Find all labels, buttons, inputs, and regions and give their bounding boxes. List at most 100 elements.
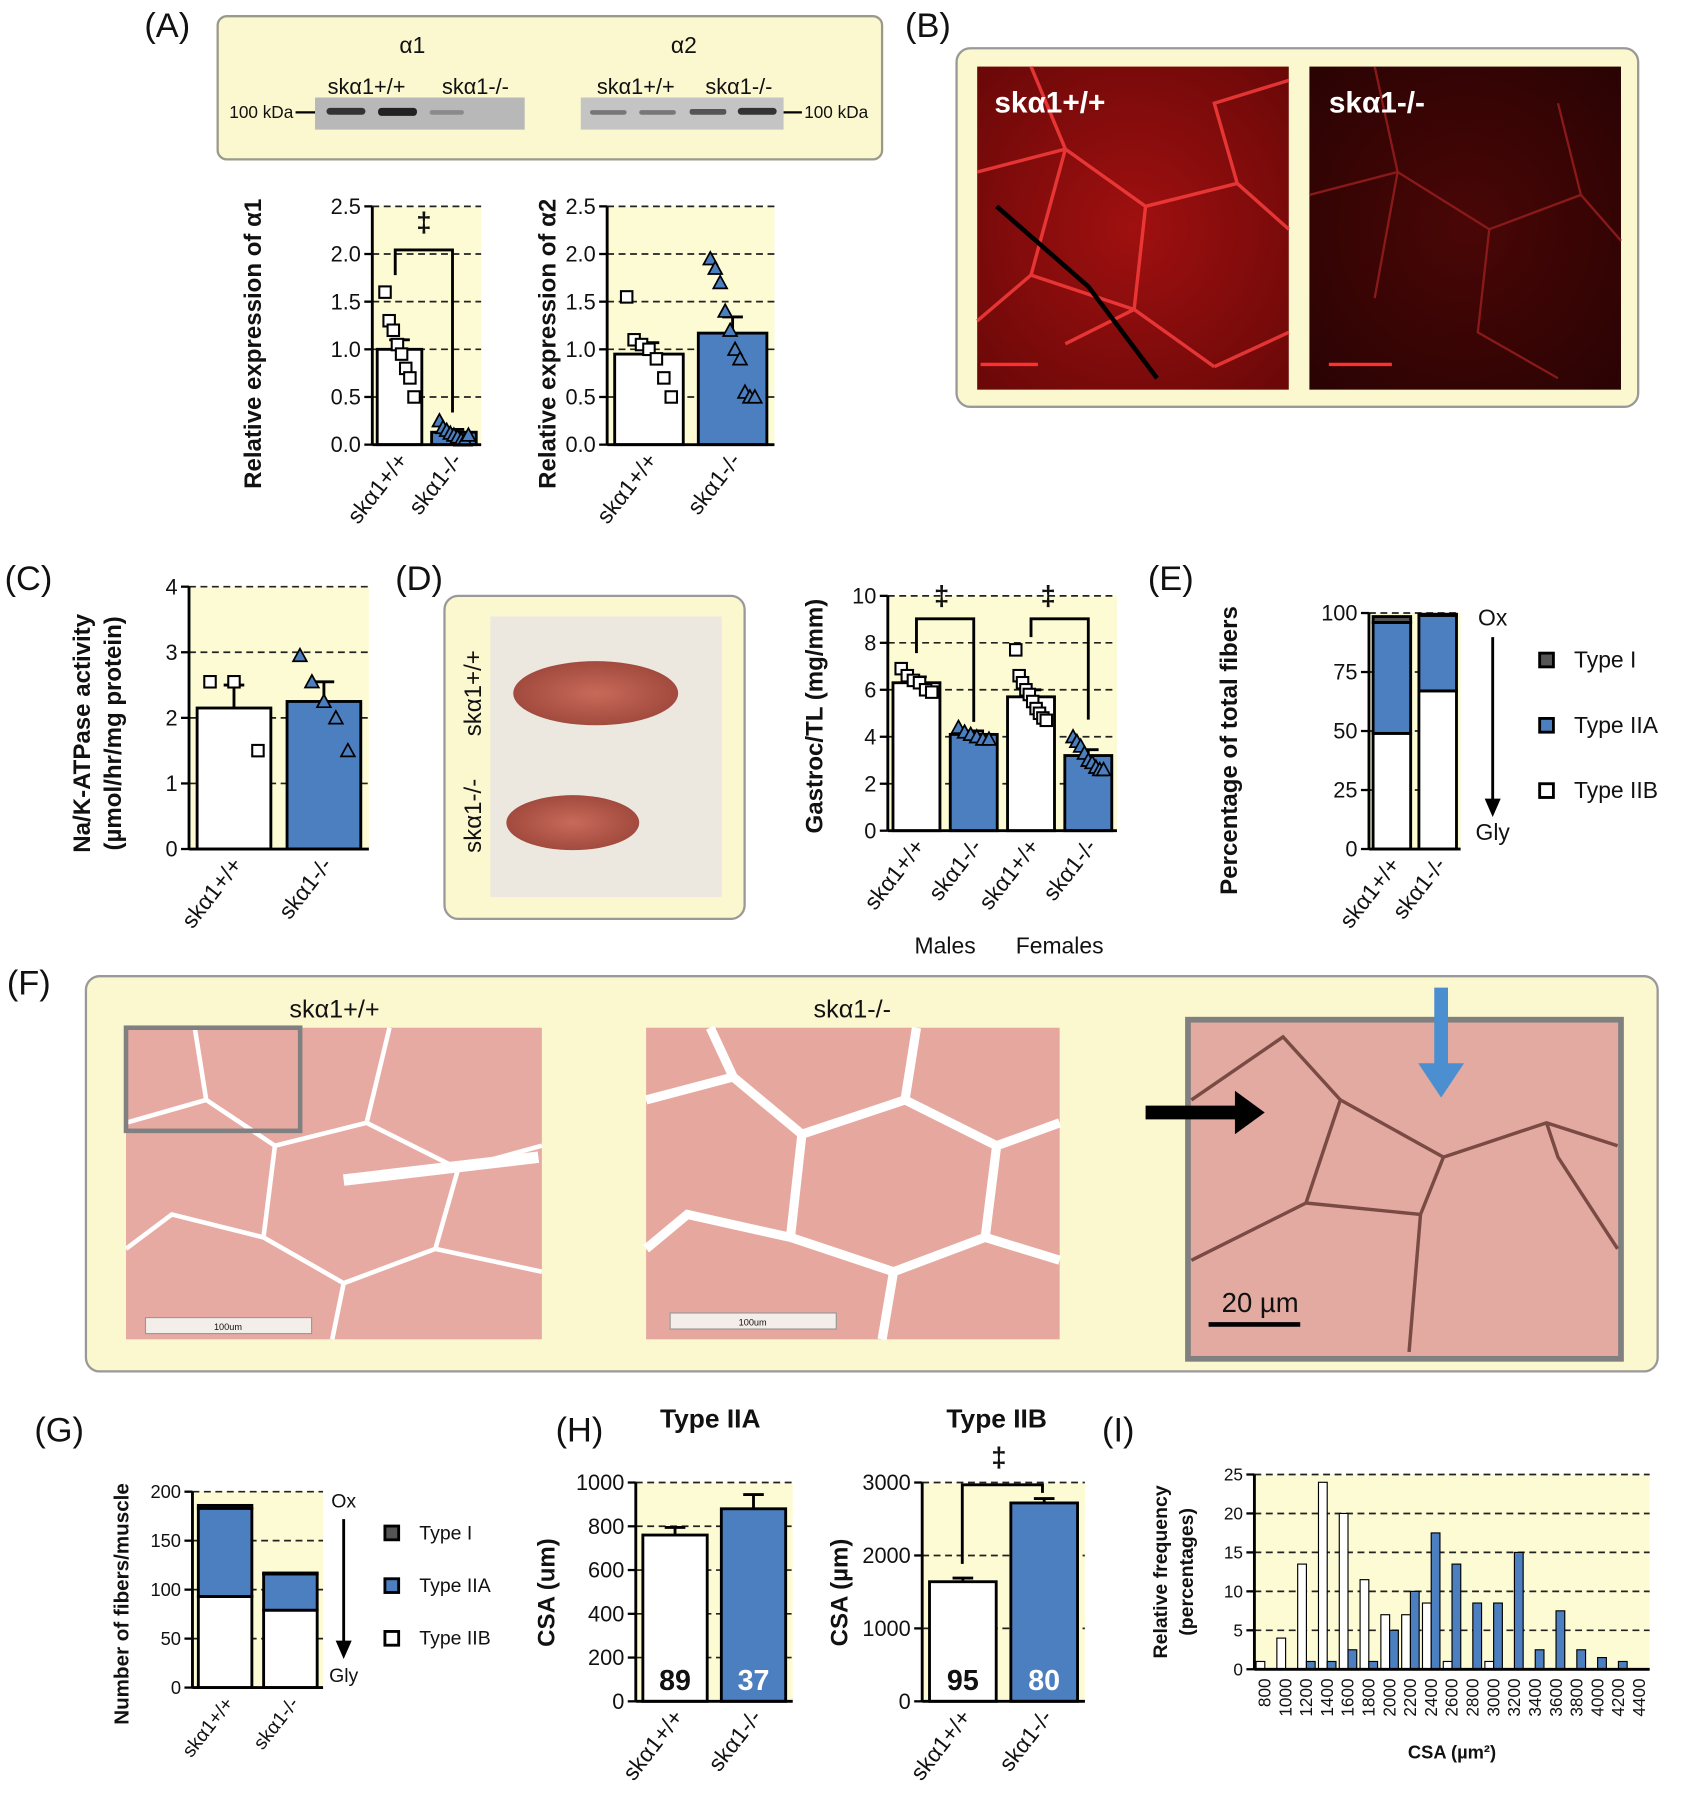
blot-box <box>216 15 884 161</box>
bar <box>1389 1629 1399 1670</box>
y-tick-label: 1 <box>165 771 177 796</box>
micrograph <box>977 66 1289 390</box>
legend-swatch <box>383 1524 401 1542</box>
panel-label: (A) <box>144 7 190 45</box>
y-tick-label: 25 <box>1333 778 1357 803</box>
fiber-boundary <box>643 1025 1062 1341</box>
data-point <box>706 259 724 275</box>
bar-segment <box>262 1571 319 1576</box>
micrographs: skα1+/+ skα1-/- <box>955 47 1640 408</box>
annotation: Ox <box>1478 605 1508 631</box>
y-tick-label: 20 <box>1224 1503 1243 1523</box>
scale-label: 100um <box>739 1318 767 1328</box>
band <box>589 110 627 115</box>
y-tick-label: 1.5 <box>565 289 595 314</box>
micrograph <box>646 1027 1060 1340</box>
arrow-head <box>1234 1090 1265 1135</box>
data-point <box>649 352 664 366</box>
bar <box>1347 1649 1358 1670</box>
data-point <box>924 685 939 699</box>
panel-label: (B) <box>905 7 951 45</box>
blot-title: α1 <box>399 32 425 58</box>
y-tick-label: 100 <box>1321 601 1357 626</box>
x-tick-label: skα1+/+ <box>859 834 930 915</box>
inset-box <box>123 1025 303 1134</box>
y-tick-label: 800 <box>588 1514 624 1539</box>
y-tick-label: 2.0 <box>565 242 595 267</box>
bar <box>1359 1579 1370 1670</box>
bar <box>1401 1614 1411 1670</box>
fiber-outline <box>1309 66 1622 380</box>
chart-title: Type IIA <box>660 1404 760 1434</box>
y-tick-label: 3000 <box>862 1470 910 1495</box>
significance-label: ‡ <box>991 1441 1006 1472</box>
photo-label: skα1-/- <box>460 779 487 853</box>
x-tick-label: 4400 <box>1629 1678 1649 1716</box>
y-axis-label: CSA (um) <box>533 1538 560 1647</box>
marker-label: 100 kDa <box>804 102 868 122</box>
y-tick-label: 75 <box>1333 660 1357 685</box>
muscle <box>506 795 640 851</box>
y-tick-label: 1.0 <box>565 337 595 362</box>
significance-bracket <box>1029 617 1090 720</box>
lane-label: skα1+/+ <box>328 74 406 99</box>
data-point <box>726 340 744 356</box>
legend-swatch <box>383 1577 401 1594</box>
bar-segment <box>1417 612 1458 617</box>
y-tick-label: 10 <box>852 583 876 608</box>
x-tick-label: 1000 <box>1275 1678 1295 1716</box>
data-point <box>251 743 265 758</box>
bar <box>1451 1563 1462 1670</box>
image-label: skα1-/- <box>1329 86 1425 119</box>
x-tick-label: skα1-/- <box>682 448 746 520</box>
data-point <box>327 709 345 725</box>
data-point <box>403 371 417 385</box>
panel-label: (G) <box>34 1411 84 1449</box>
x-tick-label: 2800 <box>1463 1678 1483 1716</box>
y-axis-label: (µmol/hr/mg protein) <box>100 616 127 850</box>
bar-segment <box>1371 615 1413 624</box>
y-axis-label: Na/K-ATPase activity <box>69 613 96 852</box>
blot-title: α2 <box>671 32 697 58</box>
data-point <box>203 675 217 689</box>
x-tick-label: 3600 <box>1546 1678 1566 1716</box>
data-point <box>1095 760 1112 777</box>
y-tick-label: 100 <box>150 1579 181 1600</box>
y-tick-label: 0 <box>864 818 876 843</box>
bar-segment <box>1371 731 1413 851</box>
legend-swatch <box>1538 716 1555 734</box>
significance-label: ‡ <box>934 580 949 611</box>
lane-label: skα1-/- <box>442 74 509 99</box>
y-tick-label: 0 <box>165 837 177 862</box>
photo: skα1+/+ skα1-/- <box>443 594 746 921</box>
x-tick-label: skα1+/+ <box>973 834 1044 915</box>
y-axis-label: (percentages) <box>1176 1508 1198 1636</box>
significance-label: ‡ <box>416 207 431 238</box>
bar <box>1493 1602 1503 1670</box>
lane-label: skα1-/- <box>705 74 772 99</box>
sample-size: 89 <box>659 1665 691 1697</box>
significance-bracket <box>393 248 454 413</box>
bar <box>1009 1501 1079 1703</box>
blot: α1 α2 skα1+/+ skα1-/- skα1+/+ skα1-/- 10… <box>216 15 884 161</box>
band <box>639 110 676 115</box>
group-label: Females <box>1016 932 1104 958</box>
bar <box>195 706 273 851</box>
panel-label: (F) <box>7 965 51 1003</box>
panel-label: (C) <box>5 560 53 598</box>
data-point <box>664 390 679 404</box>
y-axis-label: Relative frequency <box>1150 1485 1172 1658</box>
image-label: skα1+/+ <box>289 995 379 1023</box>
y-axis-label: Number of fibers/muscle <box>110 1483 133 1725</box>
x-tick-label: skα1+/+ <box>905 1704 976 1785</box>
y-tick-label: 1.5 <box>331 289 361 314</box>
panel-label: (H) <box>556 1411 604 1449</box>
y-tick-label: 2.5 <box>565 194 595 219</box>
panel-label: (E) <box>1148 560 1194 598</box>
legend-label: Type IIA <box>1574 712 1659 738</box>
data-point <box>746 388 764 404</box>
fiber-outline <box>976 65 1290 369</box>
data-point <box>339 741 357 758</box>
band <box>737 107 777 115</box>
